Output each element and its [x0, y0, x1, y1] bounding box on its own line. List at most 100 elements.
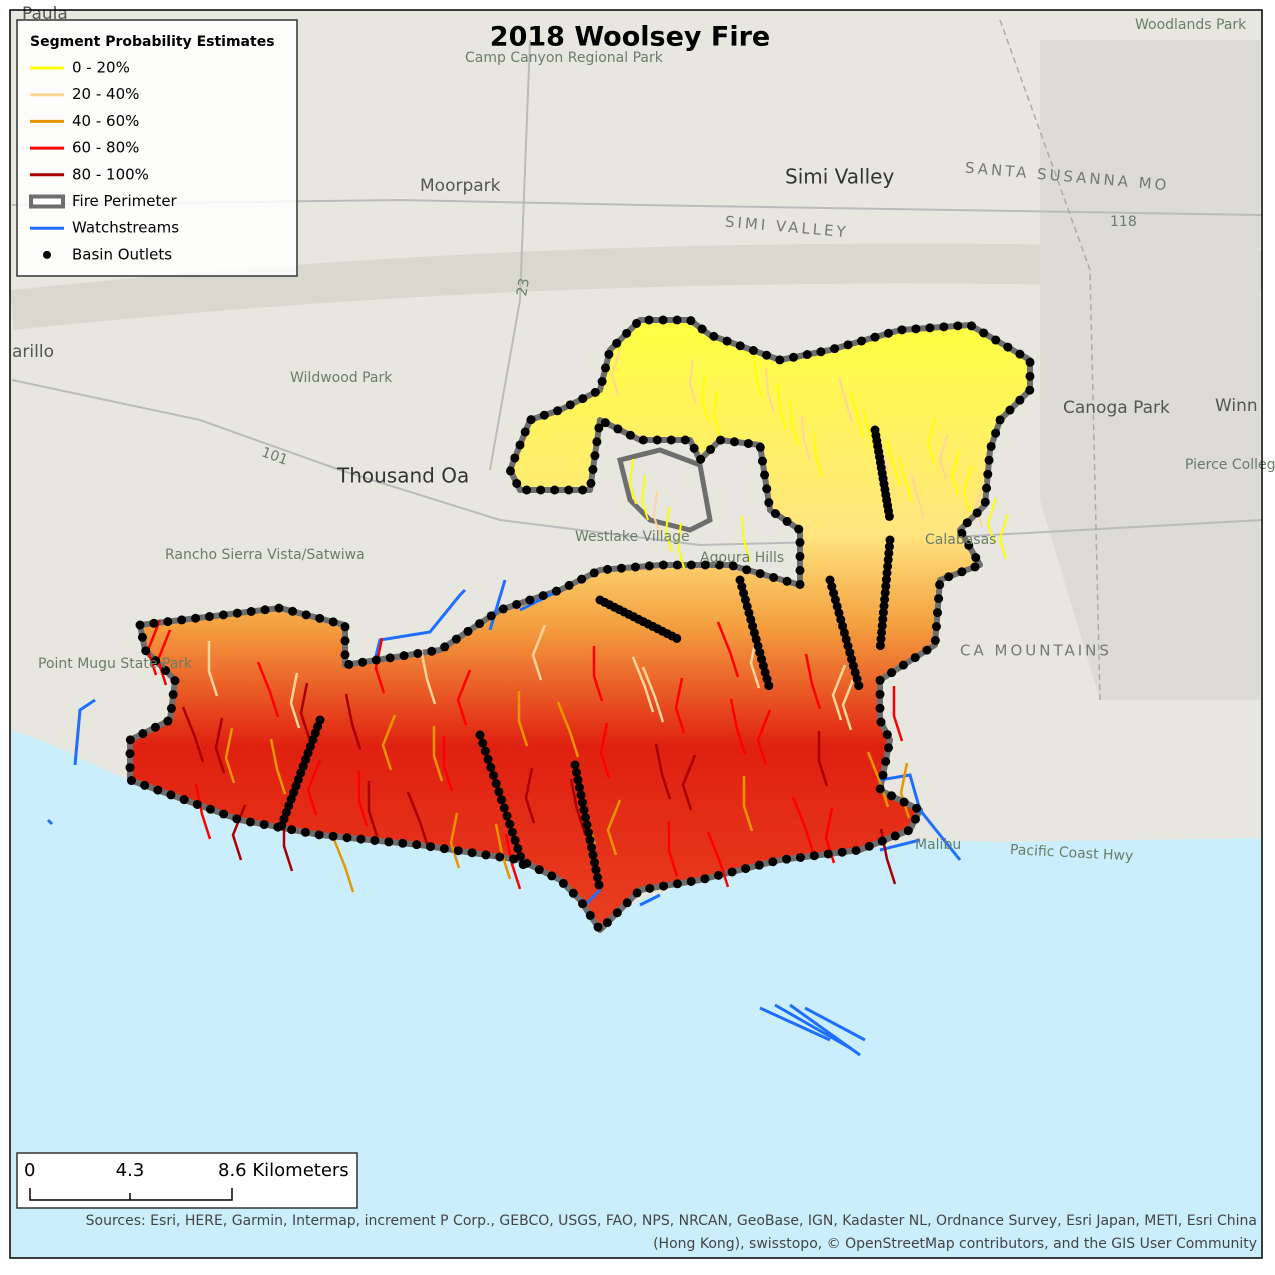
basin-outlet — [170, 676, 180, 686]
legend-label: Watchstreams — [72, 219, 179, 237]
sources: (Hong Kong), swisstopo, © OpenStreetMap … — [653, 1236, 1257, 1252]
basin-outlet — [515, 440, 525, 450]
drainage — [269, 738, 287, 795]
basin-outlet — [979, 328, 989, 338]
basin-outlet — [525, 595, 535, 605]
drainage — [765, 367, 775, 414]
basin-outlet — [742, 565, 752, 575]
drainage — [419, 648, 437, 705]
basin-outlet — [930, 635, 940, 645]
basin-outlet — [875, 641, 885, 651]
place-label: Calabasas — [925, 532, 996, 548]
scale-box — [16, 1152, 358, 1209]
basin-outlet — [589, 568, 599, 578]
place-label: Wildwood Park — [290, 370, 393, 386]
basin-outlet — [910, 653, 920, 663]
basin-outlet — [505, 466, 515, 476]
basin-outlet — [795, 565, 805, 575]
basin-outlet — [700, 560, 710, 570]
basin-outlet — [922, 645, 932, 655]
basin-outlet — [594, 423, 604, 433]
basin-outlet — [219, 809, 229, 819]
basin-outlet — [877, 836, 887, 846]
basin-outlet — [553, 406, 563, 416]
basin-outlet — [585, 835, 595, 845]
ocean — [12, 730, 1262, 1258]
basin-outlet — [957, 528, 967, 538]
basin-outlet — [686, 876, 696, 886]
basin-outlet — [622, 328, 632, 338]
legend-swatch — [29, 194, 65, 209]
drainage — [331, 836, 355, 893]
drainage — [712, 390, 721, 437]
watchstream — [488, 579, 507, 631]
place-label: Westlake Village — [575, 529, 690, 545]
basin-outlet — [585, 910, 595, 920]
basin-outlet — [782, 576, 792, 586]
basin-outlet — [722, 336, 732, 346]
basin-outlet — [192, 799, 202, 809]
basin-outlet — [995, 415, 1005, 425]
basin-outlet — [218, 610, 228, 620]
place-label: Rancho Sierra Vista/Satwiwa — [165, 547, 365, 563]
basin-outlet — [1025, 371, 1035, 381]
basin-outlet — [883, 561, 893, 571]
basin-outlet — [843, 340, 853, 350]
place-label: Camp Canyon Regional Park — [465, 50, 664, 66]
drainage — [664, 506, 673, 553]
basin-outlet — [594, 880, 604, 890]
basin-outlet — [576, 790, 586, 800]
basin-outlet — [453, 846, 463, 856]
basin-outlet — [558, 878, 568, 888]
legend-title: Segment Probability Estimates — [30, 34, 275, 50]
legend-label: 80 - 100% — [72, 165, 149, 183]
basin-outlet — [475, 730, 485, 740]
basin-outlet — [592, 437, 602, 447]
basin-outlet — [644, 561, 654, 571]
basin-outlet — [489, 771, 498, 780]
drainage — [898, 456, 913, 503]
drainage — [531, 624, 547, 681]
basin-outlet — [880, 588, 890, 598]
drainage — [652, 490, 661, 537]
basin-outlet — [770, 509, 780, 519]
basin-outlet — [630, 562, 640, 572]
basin-outlet — [879, 601, 889, 611]
drainage — [299, 682, 311, 739]
basin-outlet — [486, 611, 496, 621]
basin-outlet — [967, 321, 977, 331]
basin-outlet — [854, 681, 864, 691]
basin-outlet — [384, 837, 394, 847]
basin-outlet — [412, 840, 422, 850]
drainage — [841, 674, 857, 731]
legend-label: 40 - 60% — [72, 112, 139, 130]
basin-outlet — [300, 827, 310, 837]
basin-outlet — [645, 883, 655, 893]
basin-outlet — [857, 336, 867, 346]
basin-outlet — [700, 874, 710, 884]
basin-outlet — [876, 717, 886, 727]
drainage — [214, 717, 226, 774]
basin-outlet — [971, 553, 981, 563]
basin-outlet — [578, 899, 588, 909]
drainage — [962, 465, 973, 512]
basin-outlet — [153, 785, 163, 795]
basin-outlet — [939, 322, 949, 332]
basin-outlet — [163, 617, 173, 627]
basin-outlet — [135, 620, 145, 630]
basin-outlet — [622, 898, 632, 908]
basin-outlet — [398, 838, 408, 848]
drainage — [674, 677, 686, 734]
basin-outlet — [340, 636, 350, 646]
basin-outlet — [577, 574, 587, 584]
basin-outlet — [934, 594, 944, 604]
basin-outlet — [709, 331, 719, 341]
basin-outlet — [884, 548, 894, 558]
basin-outlet — [259, 820, 269, 830]
drainage — [850, 392, 865, 439]
drainage — [804, 653, 822, 710]
terrain — [9, 243, 1263, 330]
legend-swatch — [43, 250, 51, 259]
place-label: Thousand Oa — [336, 464, 469, 488]
watchstream — [73, 698, 96, 766]
